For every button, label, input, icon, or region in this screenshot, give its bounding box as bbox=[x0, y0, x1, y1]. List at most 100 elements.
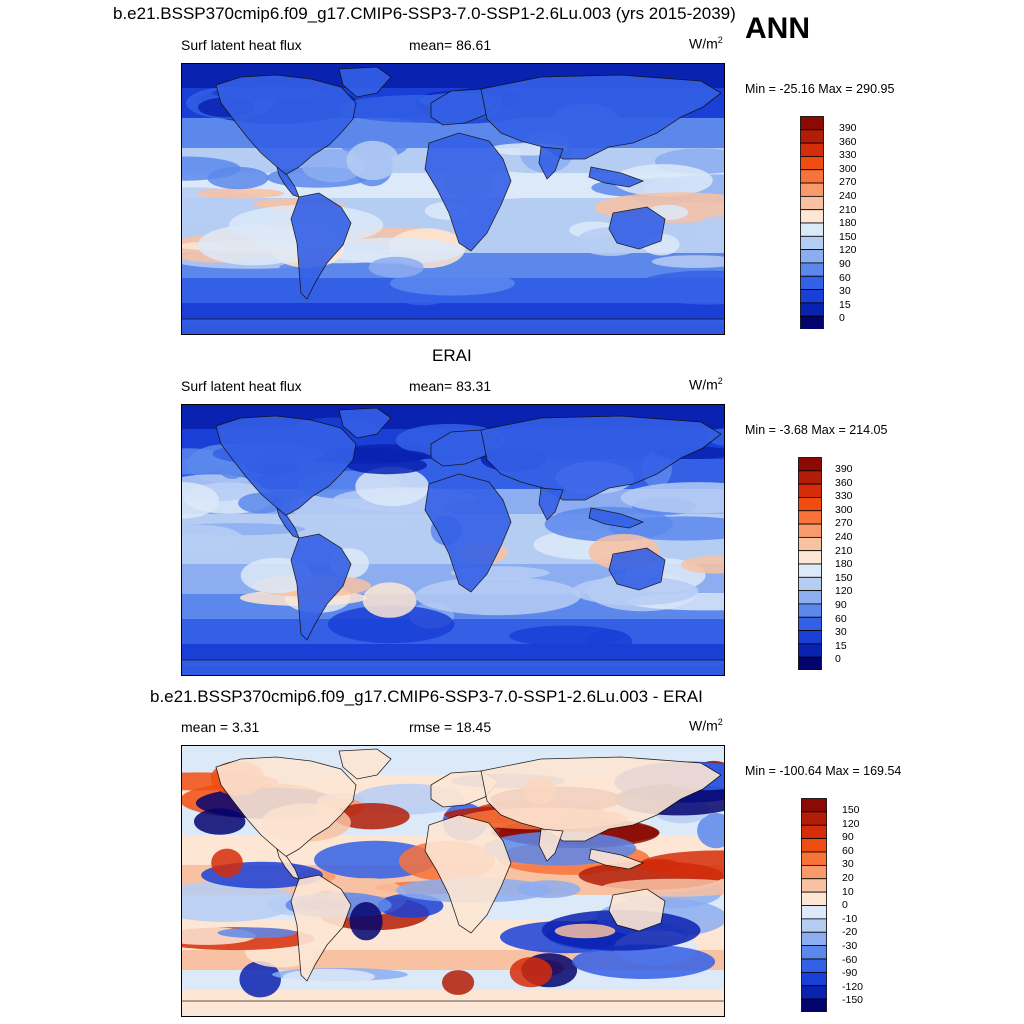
colorbar-swatch bbox=[798, 536, 822, 552]
colorbar-tick-label: 330 bbox=[835, 490, 853, 503]
continent-outline bbox=[181, 659, 725, 676]
colorbar-tick-label: 240 bbox=[839, 189, 857, 202]
panel2-units-label: W/m2 bbox=[689, 376, 723, 393]
continent-outline bbox=[430, 88, 500, 126]
colorbar-tick-label: 120 bbox=[835, 585, 853, 598]
colorbar-tick-label: 15 bbox=[835, 639, 847, 652]
continent-outline bbox=[480, 756, 722, 842]
colorbar-tick-label: 0 bbox=[839, 312, 845, 325]
continent-outline bbox=[181, 1000, 725, 1017]
colorbar-tick-label: 30 bbox=[835, 626, 847, 639]
colorbar-swatch bbox=[798, 630, 822, 645]
colorbar-swatch bbox=[801, 918, 827, 933]
continent-outline bbox=[290, 533, 352, 641]
colorbar-swatch bbox=[800, 249, 824, 264]
colorbar-tick-label: 300 bbox=[835, 503, 853, 516]
colorbar-swatch bbox=[801, 905, 827, 920]
colorbar-swatch bbox=[801, 998, 827, 1012]
colorbar-swatch bbox=[798, 590, 822, 605]
continent-outline bbox=[215, 74, 357, 176]
panel2-mean-label: mean= 83.31 bbox=[409, 378, 492, 394]
map-frame bbox=[181, 63, 725, 335]
continent-outline bbox=[608, 206, 666, 250]
colorbar-swatch bbox=[801, 931, 827, 947]
colorbar-swatch bbox=[798, 576, 822, 592]
colorbar-tick-label: 210 bbox=[835, 544, 853, 557]
continent-outline bbox=[424, 473, 512, 593]
continent-outline bbox=[290, 874, 352, 982]
continent-outline bbox=[430, 429, 500, 467]
panel3-title: b.e21.BSSP370cmip6.f09_g17.CMIP6-SSP3-7.… bbox=[150, 687, 703, 706]
continent-outline bbox=[338, 407, 392, 439]
colorbar-swatch bbox=[800, 315, 824, 329]
colorbar-tick-label: 210 bbox=[839, 203, 857, 216]
colorbar-tick-label: -30 bbox=[842, 939, 858, 952]
colorbar-swatch bbox=[800, 182, 824, 197]
colorbar-swatch bbox=[801, 985, 827, 1000]
colorbar-tick-label: 150 bbox=[839, 230, 857, 243]
panel1-mean-label: mean= 86.61 bbox=[409, 37, 492, 53]
colorbar-tick-label: 90 bbox=[839, 257, 851, 270]
colorbar-swatch bbox=[798, 563, 822, 578]
continent-outline bbox=[480, 415, 722, 501]
colorbar-swatch bbox=[800, 262, 824, 277]
colorbar-tick-label: 30 bbox=[842, 858, 854, 871]
colorbar-tick-label: 180 bbox=[835, 558, 853, 571]
colorbar-swatch bbox=[800, 142, 824, 157]
continent-outline bbox=[338, 66, 392, 98]
continent-outline bbox=[538, 146, 564, 180]
colorbar-tick-label: 300 bbox=[839, 162, 857, 175]
colorbar-swatch bbox=[801, 838, 827, 853]
panel3-minmax: Min = -100.64 Max = 169.54 bbox=[745, 764, 902, 778]
panel1-variable-label: Surf latent heat flux bbox=[181, 37, 302, 53]
colorbar-swatch bbox=[801, 945, 827, 960]
continent-outline bbox=[538, 828, 564, 862]
colorbar-swatch bbox=[800, 209, 824, 224]
colorbar-swatch bbox=[800, 302, 824, 317]
panel3-mean-label: mean = 3.31 bbox=[181, 719, 260, 735]
colorbar-tick-label: 30 bbox=[839, 285, 851, 298]
colorbar-swatch bbox=[801, 811, 827, 826]
colorbar-swatch bbox=[801, 878, 827, 893]
continent-outline bbox=[430, 770, 500, 808]
colorbar-swatch bbox=[801, 864, 827, 880]
panel3-colorbar bbox=[801, 798, 827, 1012]
continent-outline bbox=[538, 487, 564, 521]
colorbar-tick-label: -150 bbox=[842, 994, 864, 1007]
colorbar-swatch bbox=[801, 798, 827, 813]
colorbar-tick-label: 10 bbox=[842, 885, 854, 898]
panel2-title: ERAI bbox=[432, 346, 472, 365]
colorbar-swatch bbox=[800, 116, 824, 131]
map-frame bbox=[181, 404, 725, 676]
colorbar-swatch bbox=[800, 275, 824, 290]
season-label: ANN bbox=[745, 12, 810, 45]
continent-outline bbox=[424, 814, 512, 934]
colorbar-tick-label: 240 bbox=[835, 530, 853, 543]
continent-outline bbox=[215, 756, 357, 858]
panel1-map bbox=[181, 63, 725, 335]
colorbar-swatch bbox=[800, 289, 824, 304]
colorbar-tick-label: -120 bbox=[842, 980, 864, 993]
colorbar-tick-label: 0 bbox=[835, 653, 841, 666]
colorbar-swatch bbox=[798, 550, 822, 565]
colorbar-tick-label: 60 bbox=[842, 844, 854, 857]
colorbar-swatch bbox=[798, 643, 822, 658]
continent-outline bbox=[215, 415, 357, 517]
colorbar-tick-label: 90 bbox=[842, 831, 854, 844]
panel2-minmax: Min = -3.68 Max = 214.05 bbox=[745, 423, 888, 437]
continent-outline bbox=[608, 547, 666, 591]
colorbar-swatch bbox=[798, 457, 822, 472]
colorbar-tick-label: -10 bbox=[842, 912, 858, 925]
colorbar-tick-label: 150 bbox=[842, 804, 860, 816]
colorbar-tick-label: 20 bbox=[842, 871, 854, 884]
colorbar-tick-label: 120 bbox=[839, 244, 857, 257]
colorbar-tick-label: 120 bbox=[842, 817, 860, 830]
panel1-title: b.e21.BSSP370cmip6.f09_g17.CMIP6-SSP3-7.… bbox=[113, 4, 736, 23]
continent-outline bbox=[608, 888, 666, 932]
colorbar-swatch bbox=[800, 222, 824, 237]
panel2-colorbar bbox=[798, 457, 822, 670]
colorbar-tick-label: 270 bbox=[839, 176, 857, 189]
panel3-units-label: W/m2 bbox=[689, 717, 723, 734]
colorbar-swatch bbox=[800, 235, 824, 251]
colorbar-swatch bbox=[798, 523, 822, 538]
